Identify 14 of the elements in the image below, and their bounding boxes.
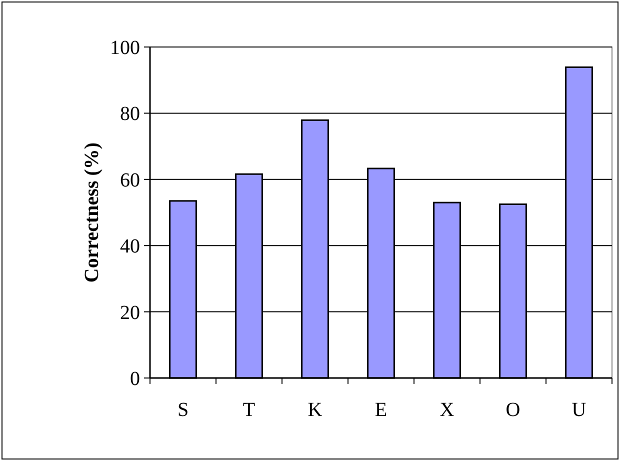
x-tick-label: S: [177, 399, 189, 421]
y-tick-label: 20: [120, 302, 140, 324]
y-tick-label: 0: [130, 368, 140, 390]
y-axis-title: Correctness (%): [81, 142, 103, 283]
x-tick-label: O: [506, 399, 520, 421]
y-tick-label: 100: [110, 37, 140, 59]
x-tick-label: E: [374, 399, 388, 421]
y-tick-label: 40: [120, 236, 140, 258]
x-tick-label: T: [242, 399, 256, 421]
y-tick-label: 80: [120, 103, 140, 126]
x-tick-label: K: [308, 399, 323, 421]
y-tick-label: 60: [120, 169, 140, 192]
x-tick-label: X: [440, 399, 455, 421]
x-tick-label: U: [572, 399, 587, 421]
